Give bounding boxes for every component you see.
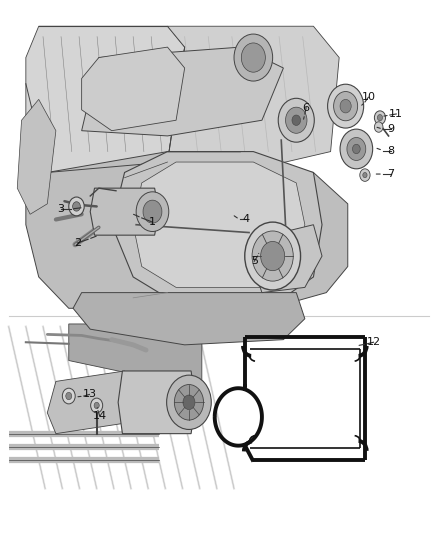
Polygon shape — [26, 151, 348, 308]
Circle shape — [166, 375, 211, 430]
Text: 8: 8 — [387, 146, 394, 156]
Text: 11: 11 — [389, 109, 403, 119]
Text: 12: 12 — [367, 337, 381, 347]
Polygon shape — [118, 371, 195, 434]
Polygon shape — [81, 47, 283, 136]
Polygon shape — [26, 26, 185, 173]
Polygon shape — [81, 47, 185, 131]
Circle shape — [334, 92, 358, 121]
Text: 14: 14 — [92, 411, 107, 421]
Text: 13: 13 — [82, 390, 96, 399]
Circle shape — [286, 107, 307, 133]
Polygon shape — [17, 99, 56, 214]
Circle shape — [62, 388, 75, 404]
Circle shape — [292, 115, 300, 125]
Circle shape — [136, 192, 169, 231]
Circle shape — [143, 200, 162, 223]
Text: 9: 9 — [387, 124, 394, 134]
Text: 10: 10 — [361, 92, 375, 102]
Circle shape — [183, 395, 195, 410]
Circle shape — [261, 241, 285, 271]
Circle shape — [340, 129, 373, 169]
Text: 7: 7 — [387, 169, 394, 179]
Circle shape — [353, 144, 360, 154]
Circle shape — [234, 34, 272, 81]
Polygon shape — [112, 151, 322, 298]
Text: 5: 5 — [251, 256, 258, 266]
Polygon shape — [90, 188, 159, 235]
Text: 6: 6 — [303, 103, 310, 112]
Circle shape — [174, 384, 204, 420]
Text: 2: 2 — [74, 238, 81, 248]
Polygon shape — [133, 162, 305, 287]
Circle shape — [245, 222, 300, 290]
Circle shape — [374, 111, 385, 124]
Circle shape — [374, 122, 383, 132]
Text: 4: 4 — [242, 214, 249, 224]
Circle shape — [252, 231, 293, 281]
Text: 3: 3 — [57, 204, 64, 214]
Polygon shape — [47, 371, 133, 434]
Polygon shape — [73, 293, 305, 345]
Polygon shape — [167, 26, 339, 173]
Circle shape — [91, 398, 102, 413]
Circle shape — [69, 197, 84, 216]
Polygon shape — [69, 324, 202, 382]
Circle shape — [378, 115, 382, 121]
Circle shape — [94, 402, 99, 409]
Circle shape — [328, 84, 364, 128]
Circle shape — [241, 43, 265, 72]
Circle shape — [73, 201, 80, 211]
Circle shape — [278, 98, 314, 142]
Polygon shape — [253, 225, 322, 293]
Circle shape — [347, 138, 366, 160]
Circle shape — [363, 173, 367, 177]
Text: 1: 1 — [149, 217, 156, 227]
Circle shape — [360, 169, 370, 181]
Circle shape — [340, 99, 351, 113]
Circle shape — [66, 392, 72, 400]
